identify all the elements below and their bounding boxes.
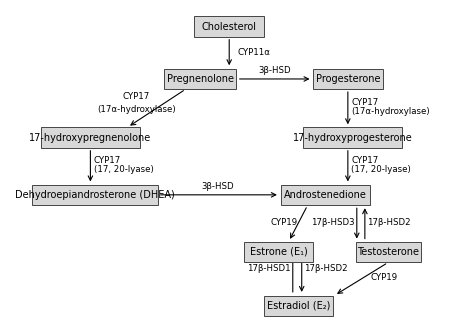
Text: Cholesterol: Cholesterol <box>202 22 257 32</box>
Text: 3β-HSD: 3β-HSD <box>258 67 291 76</box>
FancyBboxPatch shape <box>41 127 139 148</box>
Text: Progesterone: Progesterone <box>316 74 380 84</box>
Text: 17-hydroxyprogesterone: 17-hydroxyprogesterone <box>292 133 412 143</box>
FancyBboxPatch shape <box>32 184 158 205</box>
Text: Testosterone: Testosterone <box>357 247 419 257</box>
Text: Androstenedione: Androstenedione <box>284 190 367 200</box>
Text: (17α-hydroxylase): (17α-hydroxylase) <box>351 107 430 116</box>
Text: 3β-HSD: 3β-HSD <box>202 182 234 191</box>
Text: 17β-HSD1: 17β-HSD1 <box>247 264 290 273</box>
Text: (17, 20-lyase): (17, 20-lyase) <box>93 165 153 174</box>
Text: (17, 20-lyase): (17, 20-lyase) <box>351 165 411 174</box>
Text: 17β-HSD2: 17β-HSD2 <box>367 218 410 227</box>
Text: Pregnenolone: Pregnenolone <box>167 74 234 84</box>
FancyBboxPatch shape <box>244 242 313 262</box>
Text: 17β-HSD3: 17β-HSD3 <box>311 218 355 227</box>
FancyBboxPatch shape <box>303 127 402 148</box>
FancyBboxPatch shape <box>264 296 333 316</box>
FancyBboxPatch shape <box>195 16 264 37</box>
Text: CYP17: CYP17 <box>123 92 150 101</box>
Text: (17α-hydroxylase): (17α-hydroxylase) <box>97 105 176 114</box>
Text: Estrone (E₁): Estrone (E₁) <box>249 247 307 257</box>
FancyBboxPatch shape <box>356 242 421 262</box>
Text: CYP11α: CYP11α <box>237 48 270 57</box>
FancyBboxPatch shape <box>281 184 370 205</box>
Text: Dehydroepiandrosterone (DHEA): Dehydroepiandrosterone (DHEA) <box>15 190 175 200</box>
Text: CYP17: CYP17 <box>351 98 379 107</box>
Text: 17-hydroxypregnenolone: 17-hydroxypregnenolone <box>29 133 151 143</box>
Text: Estradiol (E₂): Estradiol (E₂) <box>267 301 330 311</box>
FancyBboxPatch shape <box>313 69 383 89</box>
Text: 17β-HSD2: 17β-HSD2 <box>304 264 347 273</box>
FancyBboxPatch shape <box>164 69 236 89</box>
Text: CYP17: CYP17 <box>93 156 121 165</box>
Text: CYP17: CYP17 <box>351 156 379 165</box>
Text: CYP19: CYP19 <box>370 273 397 282</box>
Text: CYP19: CYP19 <box>270 218 298 227</box>
